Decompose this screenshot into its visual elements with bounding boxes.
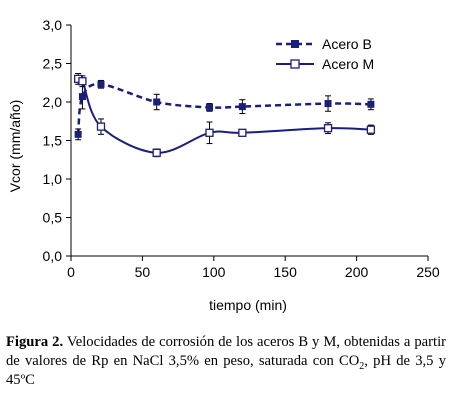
x-tick-label: 200 bbox=[345, 264, 369, 280]
legend-marker-acero-m bbox=[290, 59, 300, 69]
caption-text-1: Velocidades de corrosión de los aceros B… bbox=[6, 334, 446, 369]
caption-label: Figura 2. bbox=[6, 334, 64, 350]
series-layer bbox=[73, 73, 376, 158]
legend-entry-acero-b: Acero B bbox=[276, 36, 372, 52]
x-tick-label: 50 bbox=[135, 264, 151, 280]
caption-text-2: , pH de 3,5 y 45ºC bbox=[6, 353, 446, 388]
data-point-acero-m bbox=[205, 128, 214, 137]
x-tick-label: 150 bbox=[274, 264, 298, 280]
legend-label-acero-m: Acero M bbox=[322, 56, 374, 72]
y-tick-labels: 0,0 0,5 1,0 1,5 2,0 2,5 3,0 bbox=[43, 17, 63, 264]
axes bbox=[66, 24, 429, 261]
data-point-acero-b bbox=[367, 100, 375, 108]
data-point-acero-b bbox=[206, 103, 214, 111]
series-acero-b bbox=[74, 79, 375, 141]
x-tick-labels: 0 50 100 150 200 250 bbox=[67, 264, 440, 280]
data-point-acero-m bbox=[78, 77, 87, 86]
y-tick-label: 1,0 bbox=[43, 171, 63, 187]
x-tick-label: 0 bbox=[67, 264, 75, 280]
y-tick-label: 3,0 bbox=[43, 17, 63, 33]
data-point-acero-m bbox=[323, 124, 333, 133]
legend-entry-acero-m: Acero M bbox=[276, 56, 374, 72]
data-point-acero-b bbox=[238, 103, 246, 111]
caption-subscript: 2 bbox=[359, 360, 365, 372]
y-tick-label: 2,5 bbox=[43, 56, 63, 72]
data-point-acero-m bbox=[152, 148, 161, 157]
legend-label-acero-b: Acero B bbox=[322, 36, 372, 52]
data-point-acero-b bbox=[78, 93, 86, 101]
series-line-acero-m bbox=[77, 76, 371, 154]
legend-marker-acero-b bbox=[291, 40, 299, 48]
corrosion-rate-chart: 0,0 0,5 1,0 1,5 2,0 2,5 3,0 0 50 100 150 200 250 Vc… bbox=[7, 17, 440, 313]
x-tick-label: 100 bbox=[202, 264, 226, 280]
x-axis-title: tiempo (min) bbox=[209, 297, 287, 313]
data-point-acero-m bbox=[366, 125, 376, 134]
data-point-acero-b bbox=[324, 100, 332, 108]
y-axis-title: Vcor (mm/año) bbox=[7, 100, 23, 193]
x-tick-label: 250 bbox=[416, 264, 440, 280]
y-tick-label: 0,5 bbox=[43, 210, 63, 226]
data-point-acero-b bbox=[153, 98, 161, 106]
data-point-acero-m bbox=[238, 128, 247, 137]
legend: Acero B Acero M bbox=[276, 36, 374, 72]
data-point-acero-b bbox=[97, 80, 105, 88]
y-tick-label: 2,0 bbox=[43, 94, 63, 110]
y-tick-label: 0,0 bbox=[43, 248, 63, 264]
figure-caption: Figura 2. Velocidades de corrosión de lo… bbox=[6, 333, 446, 390]
series-acero-m bbox=[73, 73, 376, 158]
data-point-acero-b bbox=[74, 130, 82, 138]
data-point-acero-m bbox=[96, 122, 106, 131]
y-tick-label: 1,5 bbox=[43, 133, 63, 149]
